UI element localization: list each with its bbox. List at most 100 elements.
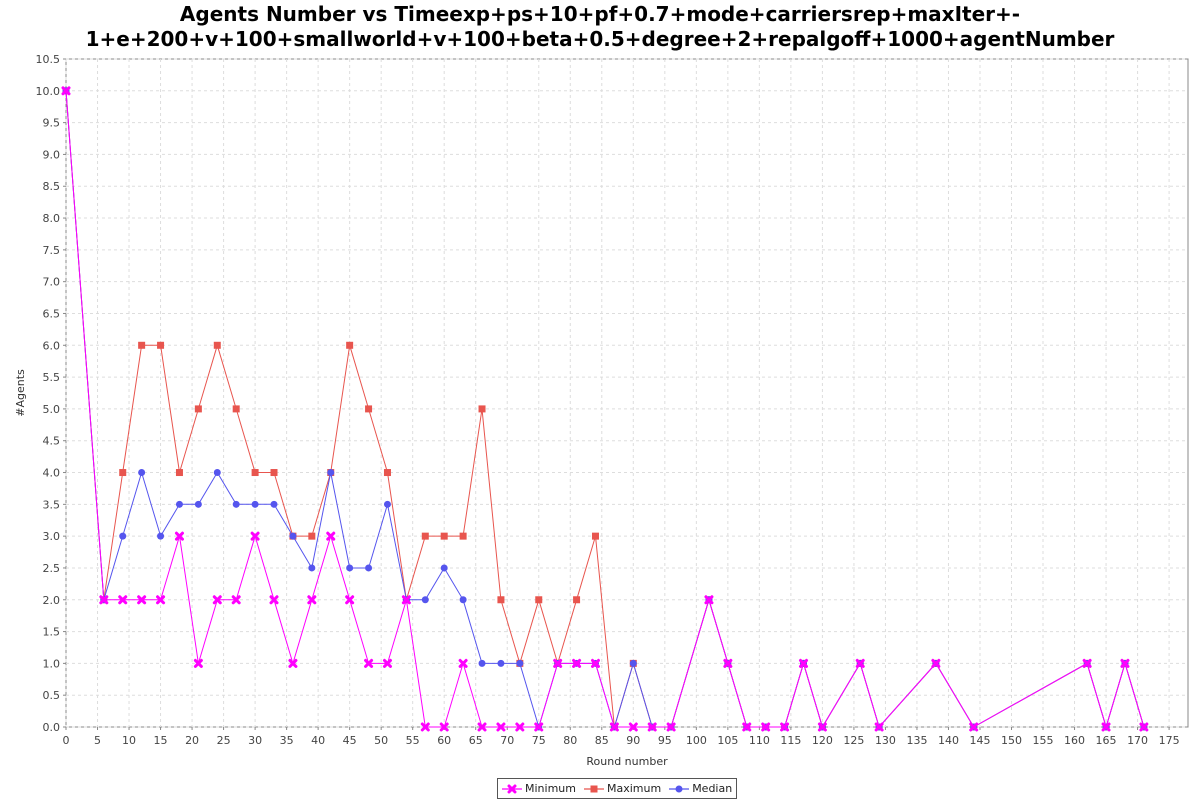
- data-point-median: [421, 596, 429, 604]
- y-tick-label: 9.0: [43, 148, 61, 161]
- x-tick-label: 70: [500, 734, 514, 747]
- y-tick-label: 9.5: [43, 117, 61, 130]
- series-minimum: [61, 86, 1149, 732]
- y-axis-ticks: 0.0 0.5 1.0 1.5 2.0 2.5 3.0 3.5 4.0 4.5 5.0 5.5 6.0 6…: [36, 53, 66, 734]
- data-point-maximum: [175, 469, 183, 477]
- data-point-median: [478, 659, 486, 667]
- y-tick-label: 2.0: [43, 594, 61, 607]
- y-tick-label: 3.5: [43, 498, 61, 511]
- data-point-minimum: [288, 658, 298, 668]
- x-tick-label: 40: [311, 734, 325, 747]
- data-point-maximum: [270, 469, 278, 477]
- x-tick-label: 100: [686, 734, 707, 747]
- x-tick-label: 120: [812, 734, 833, 747]
- data-point-maximum: [535, 596, 543, 604]
- x-tick-label: 15: [154, 734, 168, 747]
- data-point-minimum: [590, 658, 600, 668]
- data-point-minimum: [647, 722, 657, 732]
- maximum-marker-icon: [583, 785, 604, 792]
- data-point-minimum: [969, 722, 979, 732]
- data-point-median: [213, 469, 221, 477]
- chart-title-line-2: 1+e+200+v+100+smallworld+v+100+beta+0.5+…: [85, 27, 1115, 51]
- series-layer: [61, 86, 1149, 732]
- plot-area: [65, 58, 1189, 728]
- data-point-maximum: [365, 405, 373, 413]
- data-point-minimum: [534, 722, 544, 732]
- data-point-median: [440, 564, 448, 572]
- x-tick-label: 175: [1159, 734, 1180, 747]
- x-tick-label: 80: [563, 734, 577, 747]
- data-point-minimum: [307, 595, 317, 605]
- data-point-maximum: [232, 405, 240, 413]
- y-axis-label: #Agents: [14, 369, 27, 417]
- legend: Minimum Maximum Median: [497, 778, 738, 799]
- legend-item-minimum: Minimum: [502, 782, 576, 795]
- y-tick-label: 1.5: [43, 626, 61, 639]
- y-tick-label: 5.0: [43, 403, 61, 416]
- data-point-median: [383, 500, 391, 508]
- x-tick-label: 55: [406, 734, 420, 747]
- y-tick-label: 10.0: [36, 85, 61, 98]
- x-tick-label: 130: [875, 734, 896, 747]
- y-tick-label: 6.0: [43, 339, 61, 352]
- data-point-minimum: [1139, 722, 1149, 732]
- data-point-median: [629, 659, 637, 667]
- x-tick-label: 115: [780, 734, 801, 747]
- data-point-minimum: [553, 658, 563, 668]
- x-tick-label: 85: [595, 734, 609, 747]
- data-point-median: [138, 469, 146, 477]
- data-point-median: [516, 659, 524, 667]
- x-tick-label: 165: [1096, 734, 1117, 747]
- data-point-minimum: [193, 658, 203, 668]
- x-tick-label: 110: [749, 734, 770, 747]
- data-point-minimum: [401, 595, 411, 605]
- data-point-maximum: [573, 596, 581, 604]
- y-tick-label: 5.5: [43, 371, 61, 384]
- minimum-marker-icon: [502, 784, 522, 793]
- data-point-minimum: [780, 722, 790, 732]
- data-point-minimum: [1101, 722, 1111, 732]
- y-tick-label: 8.0: [43, 212, 61, 225]
- x-tick-label: 155: [1033, 734, 1054, 747]
- x-tick-label: 95: [658, 734, 672, 747]
- chart-title-line-1: Agents Number vs Timeexp+ps+10+pf+0.7+mo…: [179, 2, 1021, 26]
- data-point-median: [194, 500, 202, 508]
- data-point-minimum: [420, 722, 430, 732]
- chart-title: Agents Number vs Timeexp+ps+10+pf+0.7+mo…: [0, 2, 1200, 52]
- y-tick-label: 7.5: [43, 244, 61, 257]
- data-point-minimum: [99, 595, 109, 605]
- data-point-minimum: [118, 595, 128, 605]
- y-tick-label: 10.5: [36, 53, 61, 66]
- data-point-median: [232, 500, 240, 508]
- data-point-minimum: [855, 658, 865, 668]
- data-point-minimum: [231, 595, 241, 605]
- data-point-maximum: [138, 341, 146, 349]
- x-tick-label: 105: [717, 734, 738, 747]
- median-marker-icon: [669, 785, 690, 792]
- data-point-maximum: [440, 532, 448, 540]
- x-tick-label: 20: [185, 734, 199, 747]
- data-point-minimum: [817, 722, 827, 732]
- x-tick-label: 145: [969, 734, 990, 747]
- data-point-minimum: [156, 595, 166, 605]
- data-point-median: [289, 532, 297, 540]
- data-point-minimum: [137, 595, 147, 605]
- legend-label-minimum: Minimum: [525, 782, 576, 795]
- data-point-minimum: [364, 658, 374, 668]
- data-point-minimum: [761, 722, 771, 732]
- data-point-median: [497, 659, 505, 667]
- x-tick-label: 35: [280, 734, 294, 747]
- x-tick-label: 140: [938, 734, 959, 747]
- data-point-minimum: [174, 531, 184, 541]
- x-tick-label: 30: [248, 734, 262, 747]
- x-tick-label: 10: [122, 734, 136, 747]
- data-point-median: [308, 564, 316, 572]
- data-point-minimum: [382, 658, 392, 668]
- data-point-minimum: [477, 722, 487, 732]
- data-point-maximum: [213, 341, 221, 349]
- data-point-minimum: [496, 722, 506, 732]
- x-tick-label: 150: [1001, 734, 1022, 747]
- y-tick-label: 0.0: [43, 721, 61, 734]
- data-point-minimum: [666, 722, 676, 732]
- data-point-minimum: [250, 531, 260, 541]
